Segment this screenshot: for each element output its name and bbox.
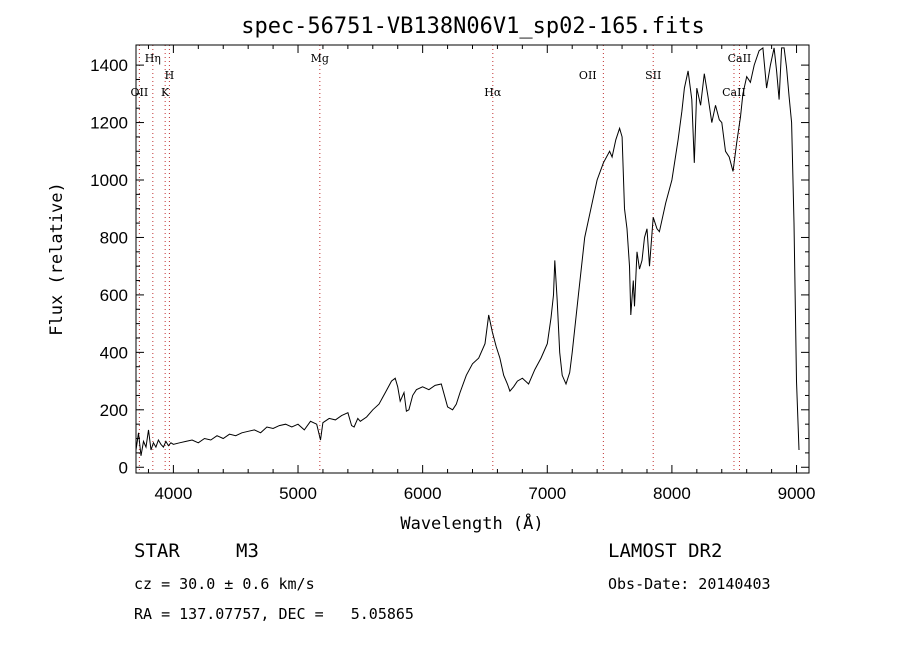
line-marker-label: CaII — [728, 52, 752, 65]
coordinates-line: RA = 137.07757, DEC = 5.05865 — [134, 605, 414, 623]
y-tick-label: 800 — [100, 228, 128, 247]
line-marker-label: CaII — [722, 86, 746, 99]
object-class: STAR — [134, 540, 180, 562]
line-marker-label: H — [165, 69, 175, 82]
y-tick-label: 600 — [100, 286, 128, 305]
x-tick-label: 8000 — [653, 484, 691, 503]
line-marker-group — [138, 45, 740, 473]
x-tick-label: 5000 — [279, 484, 317, 503]
y-tick-label: 200 — [100, 401, 128, 420]
line-marker-label: K — [161, 86, 170, 99]
line-marker-label: Hη — [145, 52, 161, 65]
y-tick-label: 0 — [119, 458, 128, 477]
obs-date-line: Obs-Date: 20140403 — [608, 575, 771, 593]
survey-label: LAMOST DR2 — [608, 540, 723, 562]
y-tick-label: 1000 — [90, 171, 128, 190]
plot-frame — [135, 44, 810, 474]
line-marker-label: Hα — [484, 86, 502, 99]
y-tick-label: 400 — [100, 343, 128, 362]
x-tick-label: 4000 — [154, 484, 192, 503]
line-marker-label: SII — [645, 69, 661, 82]
y-tick-label: 1400 — [90, 56, 128, 75]
line-marker-label: OII — [131, 86, 149, 99]
line-marker-label: OII — [579, 69, 597, 82]
object-subclass: M3 — [236, 540, 259, 562]
y-axis-label: Flux (relative) — [47, 182, 67, 336]
chart-title: spec-56751-VB138N06V1_sp02-165.fits — [241, 14, 705, 39]
redshift-line: cz = 30.0 ± 0.6 km/s — [134, 575, 315, 593]
y-tick-label: 1200 — [90, 114, 128, 133]
series-group — [135, 46, 800, 456]
line-marker-label-group: Hη OII HK Mg Hα OII SII CaII CaII — [131, 52, 752, 99]
line-marker-label: Mg — [311, 52, 329, 65]
x-axis-label: Wavelength (Å) — [400, 512, 543, 534]
x-tick-label: 7000 — [528, 484, 566, 503]
x-tick-label: 9000 — [778, 484, 816, 503]
spectrum-line — [135, 46, 800, 456]
y-axis: 0 200 400 600 800 1000 1200 1400 — [90, 56, 809, 477]
x-tick-label: 6000 — [404, 484, 442, 503]
x-axis: 4000 5000 6000 7000 8000 9000 — [147, 45, 816, 503]
